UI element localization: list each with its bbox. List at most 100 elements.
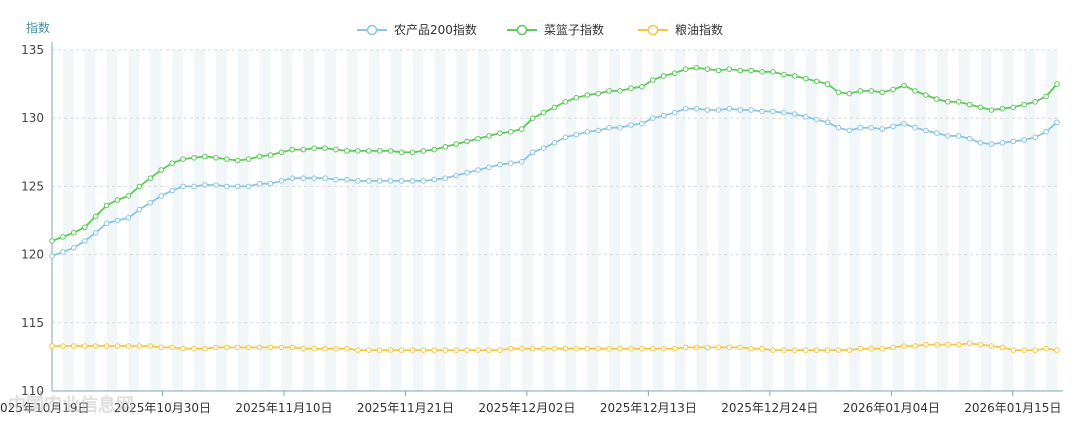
data-point	[671, 109, 678, 116]
data-point	[103, 220, 110, 226]
legend-swatch-marker	[647, 24, 659, 36]
background-band	[62, 50, 74, 391]
watermark-logo: 中国农业信息网	[8, 394, 134, 416]
data-point	[82, 224, 88, 231]
data-point	[781, 109, 787, 116]
data-point	[1054, 347, 1060, 353]
data-point	[398, 149, 405, 156]
data-point	[442, 144, 449, 150]
data-point	[595, 127, 602, 134]
data-point	[136, 183, 143, 190]
data-point	[704, 107, 711, 113]
data-point	[846, 90, 853, 97]
data-point	[835, 347, 842, 353]
data-point	[628, 122, 634, 128]
data-point	[213, 344, 219, 351]
y-tick-label: 125	[21, 179, 44, 193]
data-point	[213, 155, 219, 161]
data-point	[267, 180, 274, 187]
data-point	[966, 340, 973, 347]
background-band	[958, 50, 970, 391]
data-point	[125, 193, 132, 199]
data-point	[289, 175, 296, 181]
data-point	[256, 153, 263, 160]
data-point	[1043, 93, 1049, 100]
data-point	[540, 345, 547, 352]
data-point	[781, 71, 787, 78]
background-band	[609, 50, 621, 391]
data-point	[202, 153, 208, 160]
data-point	[999, 140, 1006, 146]
data-point	[464, 347, 470, 353]
data-point	[977, 341, 984, 348]
legend-label: 农产品200指数	[394, 22, 477, 37]
data-point	[147, 343, 154, 349]
data-point	[737, 107, 744, 113]
data-point	[923, 127, 929, 134]
x-tick-labels: 2025年10月19日 2025年10月30日 2025年11月10日 2025年11…	[0, 391, 1061, 415]
legend-item[interactable]: 粮油指数	[638, 22, 723, 37]
data-point	[355, 148, 361, 154]
data-point	[868, 124, 875, 131]
data-point	[322, 145, 328, 151]
legend-item[interactable]: 农产品200指数	[357, 22, 477, 37]
data-point	[234, 344, 241, 351]
x-tick-label: 2025年11月10日	[235, 401, 332, 415]
data-point	[934, 341, 940, 348]
data-point	[803, 75, 809, 82]
data-point	[879, 126, 886, 132]
data-point	[49, 238, 55, 244]
data-point	[366, 148, 372, 154]
data-point	[934, 130, 940, 136]
data-point	[726, 105, 733, 112]
data-point	[71, 343, 77, 349]
data-point	[158, 344, 164, 351]
data-point	[945, 99, 951, 105]
legend-item[interactable]: 菜篮子指数	[507, 22, 604, 37]
data-point	[344, 176, 350, 183]
data-point	[955, 133, 962, 139]
data-point	[82, 343, 88, 349]
data-point	[224, 156, 230, 162]
data-point	[224, 344, 230, 351]
data-point	[49, 343, 55, 349]
data-point	[726, 344, 733, 351]
data-point	[1010, 104, 1017, 111]
data-point	[1021, 347, 1027, 353]
data-point	[158, 193, 164, 199]
data-point	[639, 345, 645, 352]
background-band	[1024, 50, 1036, 391]
data-point	[977, 140, 984, 146]
data-point	[868, 88, 875, 94]
data-point	[540, 109, 547, 116]
data-point	[278, 178, 285, 184]
data-point	[398, 178, 405, 184]
data-point	[420, 178, 427, 184]
data-point	[584, 129, 591, 135]
data-point	[92, 230, 99, 236]
data-point	[660, 112, 667, 119]
data-point	[737, 344, 744, 351]
data-point	[169, 160, 175, 166]
data-point	[824, 347, 831, 353]
data-point	[114, 343, 121, 349]
background-band	[325, 50, 337, 391]
background-band	[827, 50, 839, 391]
data-point	[759, 69, 765, 75]
data-point	[366, 347, 372, 353]
data-point	[606, 124, 612, 131]
data-point	[923, 341, 929, 348]
data-point	[551, 345, 558, 352]
data-point	[409, 347, 416, 353]
data-point	[311, 145, 318, 151]
background-band	[390, 50, 402, 391]
data-point	[300, 146, 307, 153]
x-tick-label: 2025年10月30日	[114, 401, 211, 415]
data-point	[92, 343, 99, 349]
data-point	[191, 183, 197, 190]
data-point	[376, 178, 383, 184]
data-point	[792, 111, 798, 117]
data-point	[486, 164, 492, 171]
background-band	[696, 50, 708, 391]
data-point	[213, 182, 219, 188]
